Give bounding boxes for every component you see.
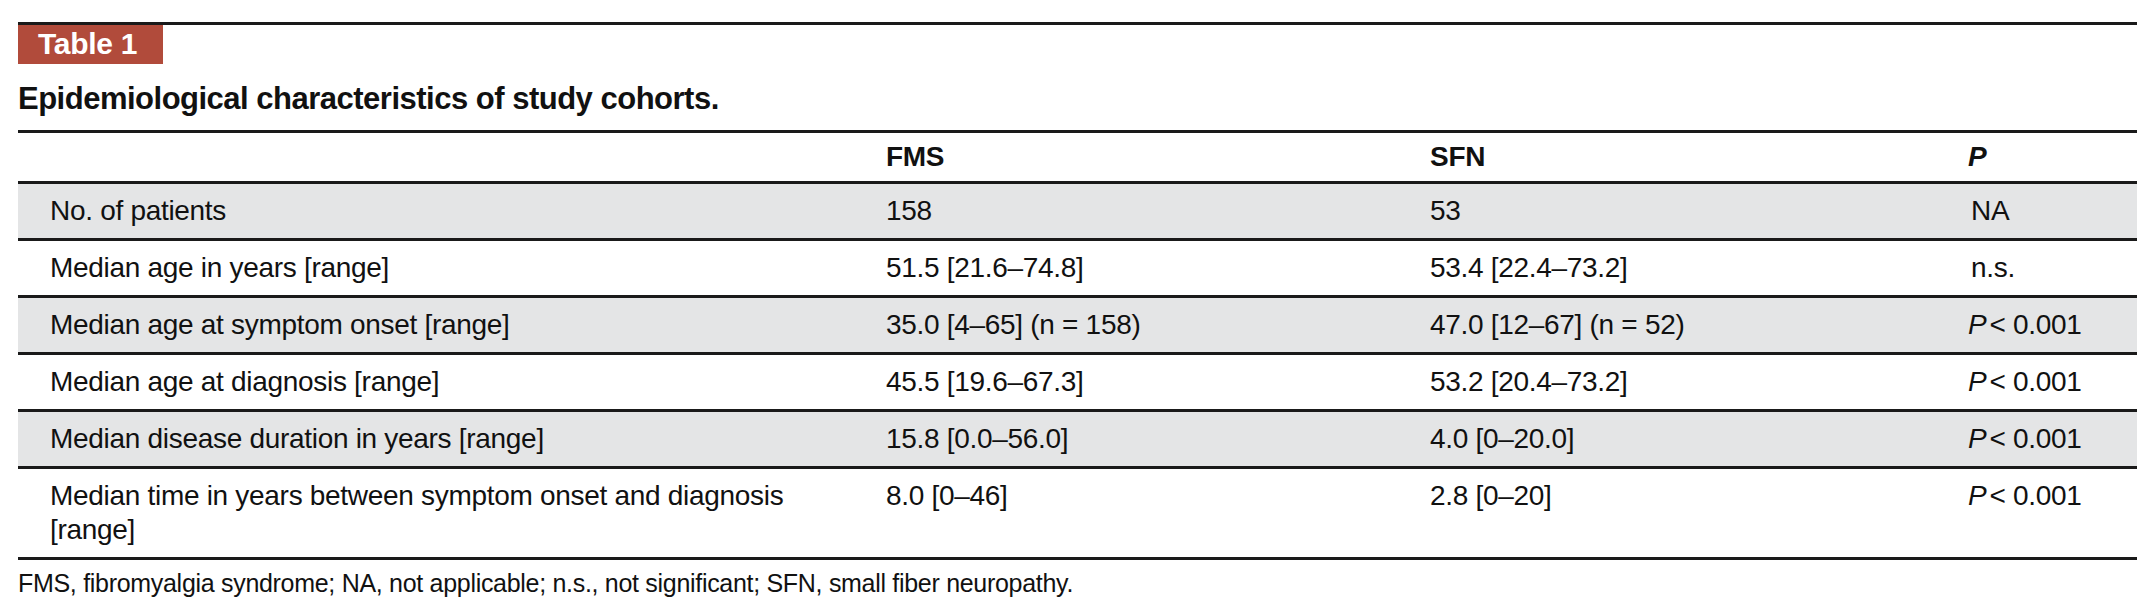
table-row: Median age at diagnosis [range] 45.5 [19… bbox=[18, 355, 2137, 412]
fms-value: 158 bbox=[886, 184, 1430, 238]
sfn-value: 53.2 [20.4–73.2] bbox=[1430, 355, 1968, 409]
row-label: Median disease duration in years [range] bbox=[18, 412, 886, 466]
sfn-value: 53.4 [22.4–73.2] bbox=[1430, 241, 1968, 295]
sfn-value: 47.0 [12–67] (n = 52) bbox=[1430, 298, 1968, 352]
table-row: Median age at symptom onset [range] 35.0… bbox=[18, 298, 2137, 355]
sfn-value: 53 bbox=[1430, 184, 1968, 238]
table-footnote: FMS, fibromyalgia syndrome; NA, not appl… bbox=[18, 569, 2137, 598]
fms-value: 51.5 [21.6–74.8] bbox=[886, 241, 1430, 295]
p-value-cell: P< 0.001 bbox=[1968, 355, 2137, 409]
p-value-cell: P< 0.001 bbox=[1968, 469, 2137, 523]
fms-value: 8.0 [0–46] bbox=[886, 469, 1430, 523]
figure-content: Table 1 Epidemiological characteristics … bbox=[18, 22, 2137, 598]
table-number-badge: Table 1 bbox=[18, 25, 163, 64]
p-value-cell: P< 0.001 bbox=[1968, 298, 2137, 352]
p-value: n.s. bbox=[1971, 252, 2015, 283]
table-row: Median age in years [range] 51.5 [21.6–7… bbox=[18, 241, 2137, 298]
p-symbol: P bbox=[1968, 480, 1986, 511]
p-symbol: P bbox=[1968, 366, 1986, 397]
data-table: FMS SFN P No. of patients 158 53 NA Medi… bbox=[18, 130, 2137, 560]
header-sfn: SFN bbox=[1430, 133, 1968, 181]
table-figure: Table 1 Epidemiological characteristics … bbox=[0, 22, 2154, 602]
table-row: No. of patients 158 53 NA bbox=[18, 184, 2137, 241]
table-header-row: FMS SFN P bbox=[18, 133, 2137, 184]
table-row: Median time in years between symptom ons… bbox=[18, 469, 2137, 560]
row-label: Median age at diagnosis [range] bbox=[18, 355, 886, 409]
fms-value: 45.5 [19.6–67.3] bbox=[886, 355, 1430, 409]
row-label: Median time in years between symptom ons… bbox=[18, 469, 886, 557]
p-value: < 0.001 bbox=[1989, 480, 2081, 511]
top-rule bbox=[18, 22, 2137, 25]
p-value: < 0.001 bbox=[1989, 309, 2081, 340]
sfn-value: 4.0 [0–20.0] bbox=[1430, 412, 1968, 466]
header-empty-cell bbox=[18, 133, 886, 151]
row-label: Median age at symptom onset [range] bbox=[18, 298, 886, 352]
table-title: Epidemiological characteristics of study… bbox=[18, 81, 2137, 117]
table-row: Median disease duration in years [range]… bbox=[18, 412, 2137, 469]
p-value-cell: NA bbox=[1968, 184, 2137, 238]
p-symbol: P bbox=[1968, 309, 1986, 340]
sfn-value: 2.8 [0–20] bbox=[1430, 469, 1968, 523]
p-value: NA bbox=[1971, 195, 2009, 226]
p-value-cell: P< 0.001 bbox=[1968, 412, 2137, 466]
fms-value: 15.8 [0.0–56.0] bbox=[886, 412, 1430, 466]
header-fms: FMS bbox=[886, 133, 1430, 181]
p-value-cell: n.s. bbox=[1968, 241, 2137, 295]
row-label: Median age in years [range] bbox=[18, 241, 886, 295]
p-value: < 0.001 bbox=[1989, 423, 2081, 454]
p-value: < 0.001 bbox=[1989, 366, 2081, 397]
p-symbol: P bbox=[1968, 423, 1986, 454]
row-label: No. of patients bbox=[18, 184, 886, 238]
header-p: P bbox=[1968, 133, 2137, 181]
fms-value: 35.0 [4–65] (n = 158) bbox=[886, 298, 1430, 352]
